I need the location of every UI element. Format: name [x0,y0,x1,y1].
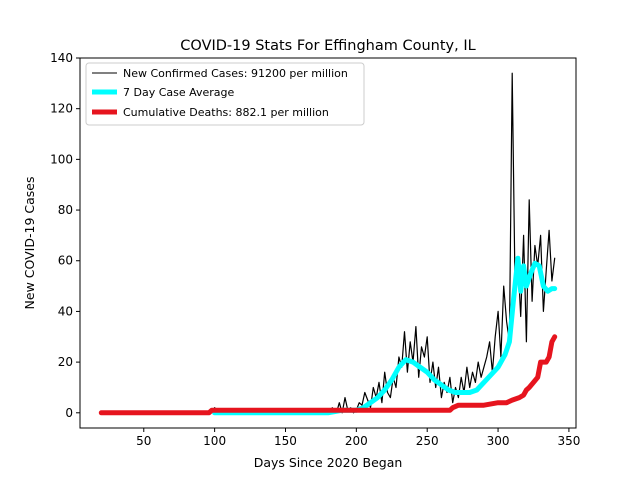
y-tick-label: 140 [50,51,73,65]
y-axis: 0 20 40 60 80 100 120 140 [50,51,80,420]
plot-frame [79,57,577,429]
y-tick-label: 120 [50,102,73,116]
x-axis-label: Days Since 2020 Began [254,455,403,470]
chart-title: COVID-19 Stats For Effingham County, IL [180,38,475,54]
x-tick-label: 200 [345,434,368,448]
x-tick-label: 250 [416,434,439,448]
legend-label-cumulative-deaths: Cumulative Deaths: 882.1 per million [123,106,329,119]
legend-box [85,62,365,126]
y-tick-label: 20 [58,355,73,369]
legend-label-new-cases: New Confirmed Cases: 91200 per million [123,67,348,80]
x-tick-label: 300 [487,434,510,448]
x-tick-label: 150 [274,434,297,448]
x-tick-label: 50 [136,434,151,448]
y-tick-label: 60 [58,254,73,268]
series-cumulative-deaths-line [98,334,558,416]
y-tick-label: 80 [58,203,73,217]
series-layer [98,72,558,416]
legend-label-7-day-average: 7 Day Case Average [123,86,235,99]
x-axis: 50 100 150 200 250 300 350 [136,428,580,448]
legend: New Confirmed Cases: 91200 per million 7… [85,62,365,126]
x-tick-label: 350 [557,434,580,448]
y-tick-label: 40 [58,304,73,318]
y-tick-label: 0 [65,406,73,420]
y-axis-label: New COVID-19 Cases [22,177,37,310]
plot-area [79,57,577,429]
y-tick-label: 100 [50,152,73,166]
x-tick-label: 100 [203,434,226,448]
